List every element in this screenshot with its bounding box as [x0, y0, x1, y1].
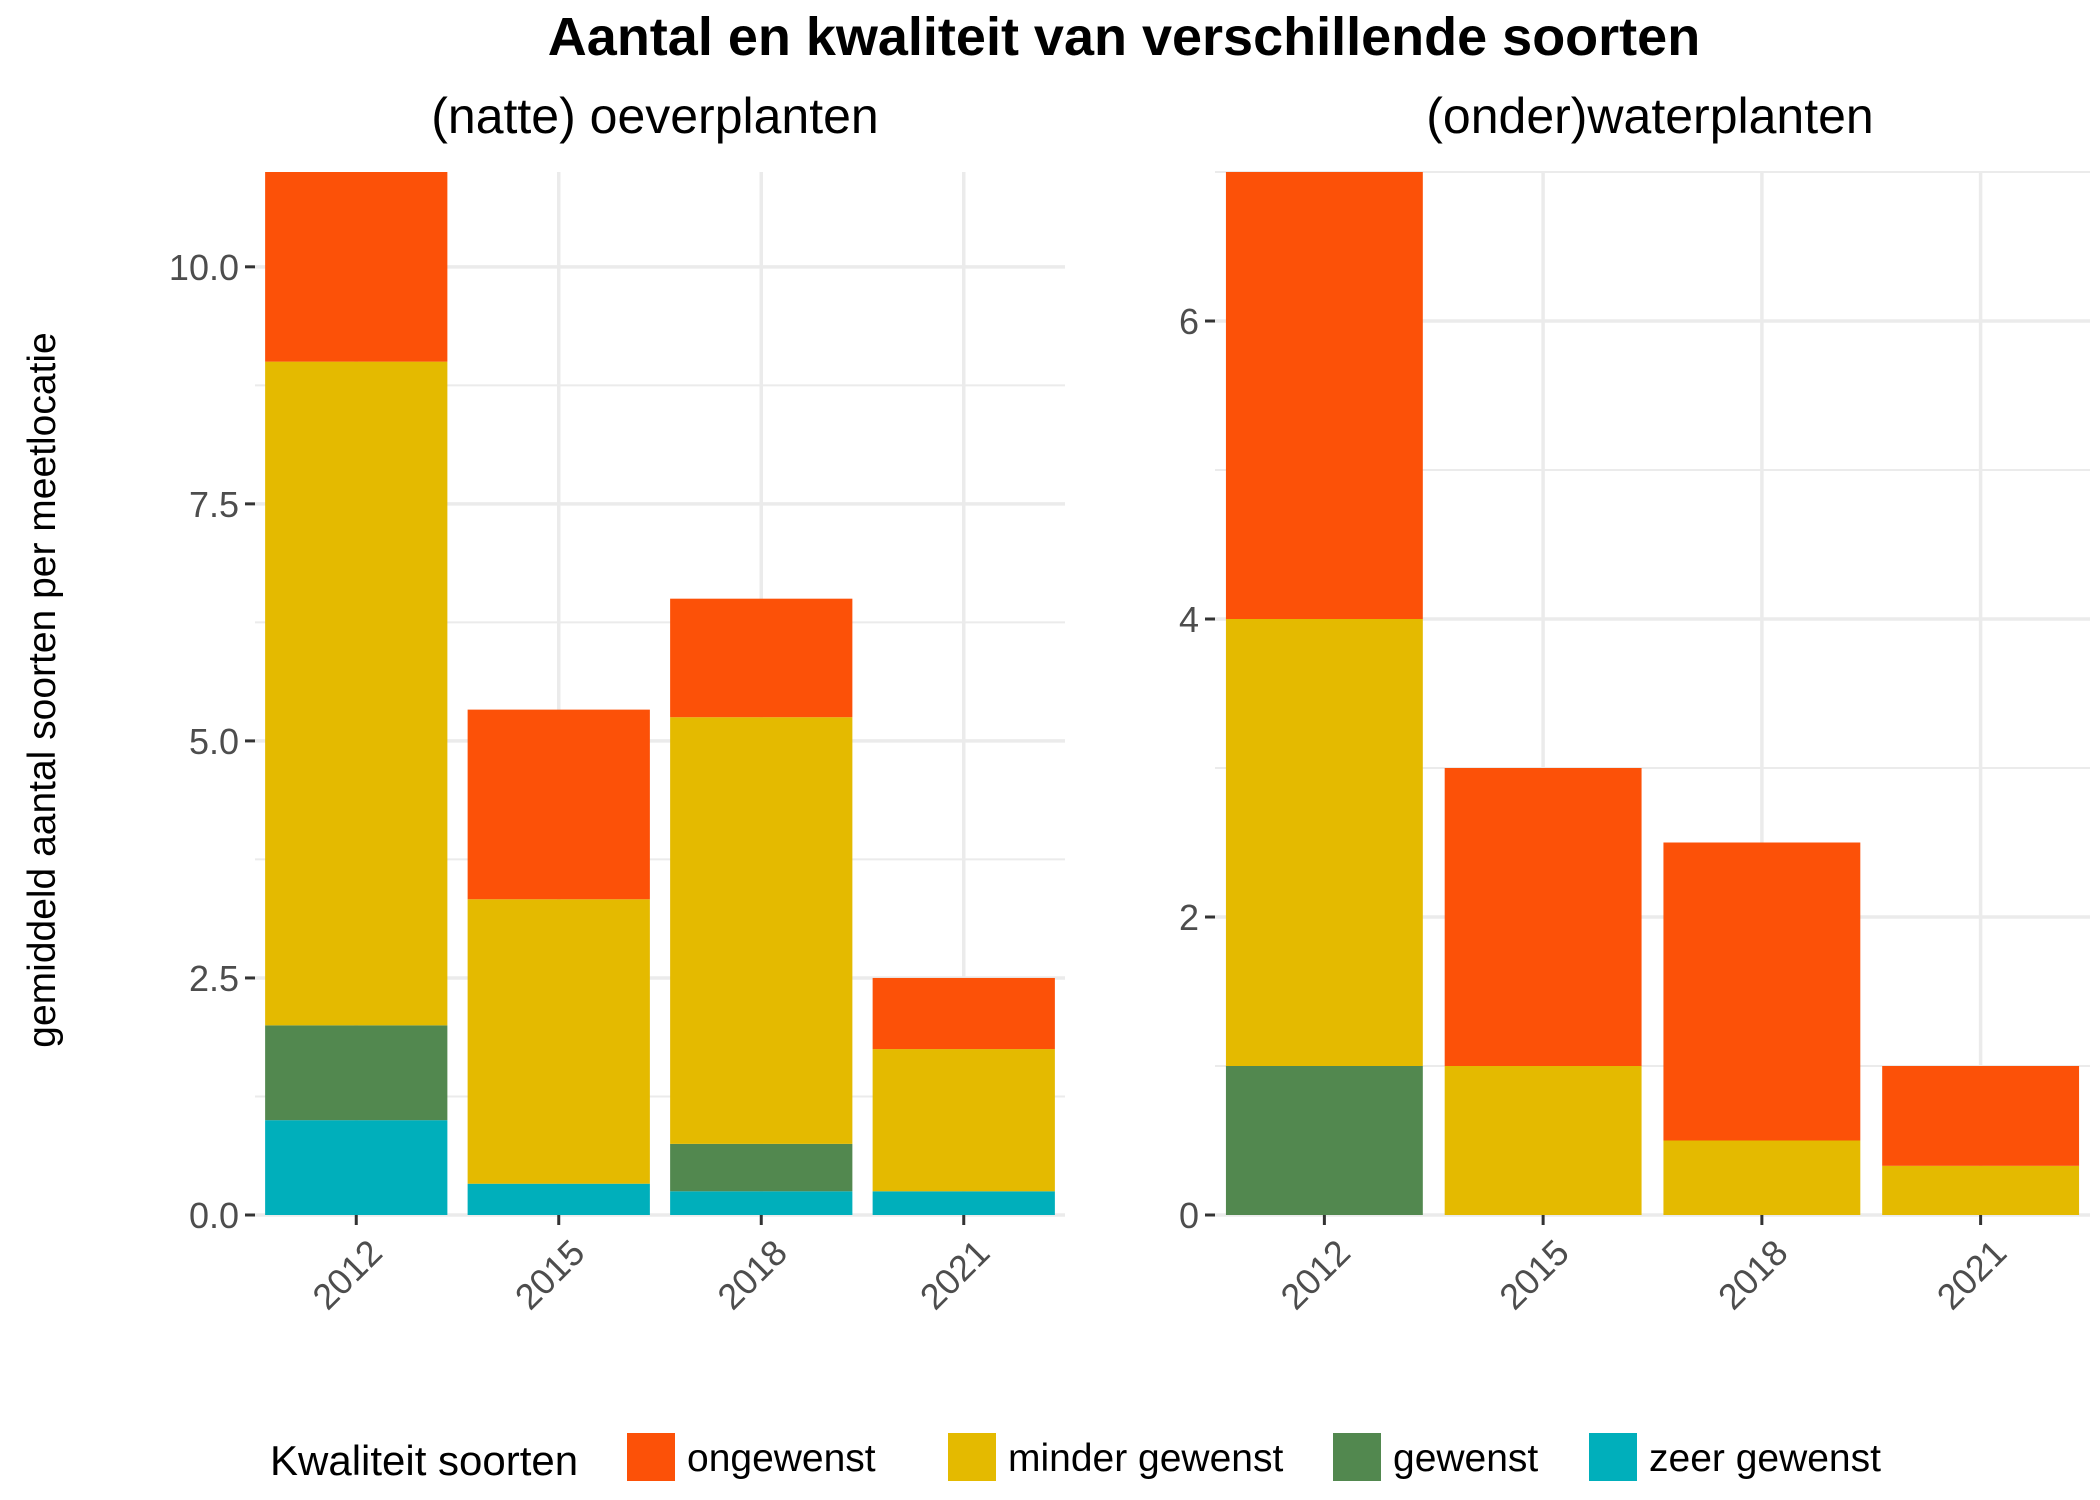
bar-segment — [670, 1143, 853, 1192]
bar-segment — [872, 977, 1055, 1050]
y-tick-label: 10.0 — [169, 247, 239, 288]
bar-segment — [1225, 1066, 1423, 1215]
y-tick-label: 0.0 — [189, 1195, 239, 1236]
y-tick-label: 2 — [1179, 897, 1199, 938]
bar-segment — [670, 717, 853, 1144]
legend-key — [627, 1433, 675, 1481]
plot-panels: 0.0 2.5 5.0 7.5 10.0 2012 2015 2018 2021 0 2 4 6 2012… — [169, 171, 2090, 1318]
bar-segment — [265, 172, 448, 362]
bar-segment — [1225, 619, 1423, 1066]
bar-segment — [1444, 1066, 1642, 1215]
x-tick-label: 2012 — [304, 1232, 390, 1318]
y-tick-label: 0 — [1179, 1195, 1199, 1236]
y-axis-label: gemiddeld aantal soorten per meetlocatie — [21, 332, 64, 1047]
bar-segment — [670, 598, 853, 718]
bar-segment — [1882, 1066, 2080, 1166]
x-tick-label: 2021 — [912, 1232, 998, 1318]
y-tick-label: 4 — [1179, 599, 1199, 640]
legend-key — [948, 1433, 996, 1481]
bar-segment — [872, 1049, 1055, 1192]
x-tick-label: 2015 — [1491, 1232, 1577, 1318]
bar-segment — [467, 709, 650, 900]
x-tick-label: 2012 — [1272, 1232, 1358, 1318]
y-tick-label: 6 — [1179, 301, 1199, 342]
x-tick-label: 2021 — [1929, 1232, 2015, 1318]
bar-segment — [265, 1120, 448, 1215]
bar-segment — [1444, 768, 1642, 1066]
legend-key — [1589, 1433, 1637, 1481]
legend-label: gewenst — [1393, 1437, 1538, 1480]
bar-segment — [1225, 172, 1423, 619]
y-tick-label: 5.0 — [189, 721, 239, 762]
y-tick-label: 7.5 — [189, 484, 239, 525]
bar-segment — [872, 1191, 1055, 1215]
legend-key — [1333, 1433, 1381, 1481]
legend: Kwaliteit soorten ongewenst minder gewens… — [270, 1433, 1881, 1484]
chart-title: Aantal en kwaliteit van verschillende so… — [548, 7, 1700, 67]
bar-segment — [265, 361, 448, 1026]
legend-label: zeer gewenst — [1649, 1437, 1881, 1480]
x-tick-label: 2015 — [507, 1232, 593, 1318]
panel-1: 0.0 2.5 5.0 7.5 10.0 2012 2015 2018 2021 — [169, 172, 1065, 1317]
bar-segment — [467, 899, 650, 1184]
facet-title-left: (natte) oeverplanten — [431, 88, 879, 144]
bar-segment — [467, 1183, 650, 1215]
facet-title-right: (onder)waterplanten — [1426, 88, 1874, 144]
bar-segment — [1882, 1165, 2080, 1215]
x-tick-label: 2018 — [709, 1232, 795, 1318]
bar-segment — [1663, 842, 1861, 1141]
legend-label: ongewenst — [687, 1437, 876, 1480]
legend-title: Kwaliteit soorten — [270, 1437, 578, 1484]
legend-label: minder gewenst — [1008, 1437, 1283, 1480]
y-tick-label: 2.5 — [189, 958, 239, 999]
bar-segment — [1663, 1140, 1861, 1215]
bar-segment — [265, 1025, 448, 1121]
bar-segment — [670, 1191, 853, 1215]
x-tick-label: 2018 — [1710, 1232, 1796, 1318]
panel-2: 0 2 4 6 2012 2015 2018 2021 — [1179, 171, 2090, 1318]
